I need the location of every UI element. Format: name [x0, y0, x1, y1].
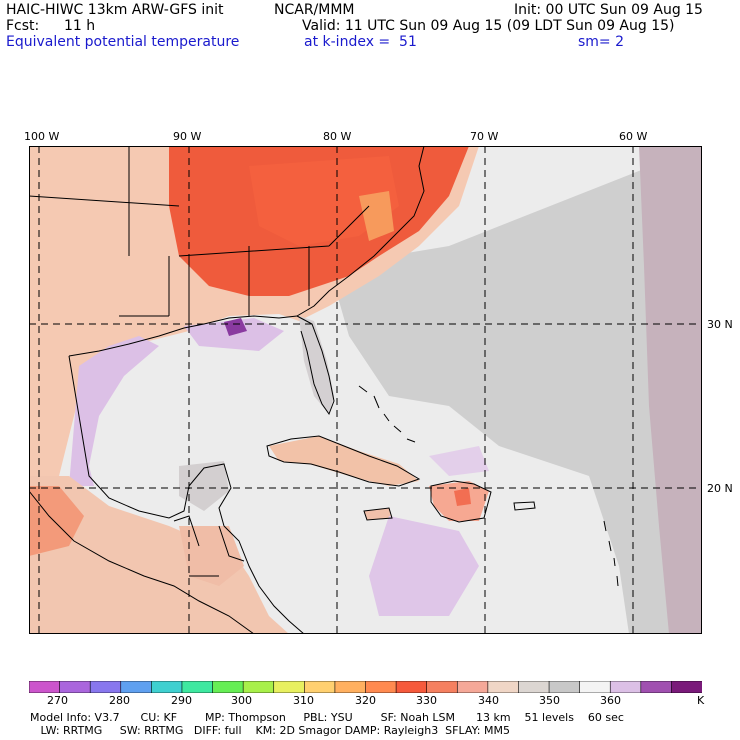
colorbar-swatch [365, 681, 397, 693]
model-info-line1: Model Info: V3.7 CU: KF MP: Thompson PBL… [30, 711, 624, 724]
colorbar-swatch [487, 681, 520, 693]
central-america-coast [223, 525, 305, 634]
colorbar-swatch [426, 681, 459, 693]
atlantic-grey-band [329, 146, 702, 634]
colorbar-swatch [671, 681, 702, 693]
lat-label-20n: 20 N [707, 482, 733, 495]
colorbar-tick-360: 360 [600, 694, 621, 707]
hispaniola-core [454, 488, 471, 506]
colorbar-swatch [120, 681, 153, 693]
theta-e-map [29, 146, 702, 634]
colorbar-swatch [334, 681, 367, 693]
cuba-coast [266, 435, 421, 487]
colorbar-swatch [181, 681, 214, 693]
us-gulf-coast [68, 315, 298, 357]
colorbar-tick-310: 310 [293, 694, 314, 707]
forecast-hour: 11 h [64, 18, 96, 34]
colorbar-swatch [518, 681, 550, 693]
field-name: Equivalent potential temperature [6, 34, 240, 50]
lesser-antilles [603, 520, 619, 587]
caribbean-lavender [369, 516, 479, 616]
us-east-coast [296, 146, 425, 317]
lon-label-90w: 90 W [173, 130, 202, 143]
bahamas-islands [358, 385, 416, 443]
colorbar-tick-320: 320 [355, 694, 376, 707]
colorbar-swatch [548, 681, 581, 693]
colorbar-swatch [29, 681, 61, 693]
lon-label-70w: 70 W [470, 130, 499, 143]
mexico-hot [29, 486, 84, 556]
gulf-purple-spot [224, 318, 247, 336]
map-frame [29, 146, 702, 634]
colorbar-swatch [304, 681, 336, 693]
model-info-line2: LW: RRTMG SW: RRTMG DIFF: full KM: 2D Sm… [30, 724, 510, 737]
colorbar-swatch [273, 681, 306, 693]
colorbar-unit: K [697, 694, 705, 707]
florida-coast [296, 315, 335, 416]
colorbar-swatch [151, 681, 183, 693]
lat-label-30n: 30 N [707, 318, 733, 331]
forecast-label: Fcst: [6, 18, 40, 34]
jamaica-coast [363, 507, 393, 521]
lon-label-100w: 100 W [24, 130, 60, 143]
valid-time: Valid: 11 UTC Sun 09 Aug 15 (09 LDT Sun … [302, 18, 675, 34]
colorbar-swatch [242, 681, 275, 693]
yucatan-land [179, 461, 229, 511]
florida-land [299, 316, 334, 414]
central-america-warm [179, 526, 244, 586]
lon-label-80w: 80 W [323, 130, 352, 143]
pacific-coast [29, 490, 255, 634]
hispaniola-coast [430, 480, 492, 523]
jamaica-land [364, 508, 391, 520]
colorbar-tick-300: 300 [231, 694, 252, 707]
colorbar-tick-290: 290 [171, 694, 192, 707]
mexico-land [29, 476, 289, 634]
org-label: NCAR/MMM [274, 2, 355, 18]
colorbar-swatch [609, 681, 642, 693]
colorbar-swatch [456, 681, 489, 693]
colorbar-swatch [395, 681, 428, 693]
init-time: Init: 00 UTC Sun 09 Aug 15 [514, 2, 703, 18]
colorbar-swatch [59, 681, 91, 693]
lon-label-60w: 60 W [619, 130, 648, 143]
colorbar [29, 681, 702, 693]
east-mauve-band [639, 146, 702, 634]
level-label: at k-index = 51 [304, 34, 417, 50]
gulf-lavender [69, 336, 159, 486]
hot-core [249, 156, 399, 246]
colorbar-tick-270: 270 [47, 694, 68, 707]
bahamas-lavender [429, 446, 489, 476]
model-title: HAIC-HIWC 13km ARW-GFS init [6, 2, 224, 18]
colorbar-swatch [212, 681, 244, 693]
colorbar-tick-330: 330 [416, 694, 437, 707]
colorbar-tick-280: 280 [109, 694, 130, 707]
colorbar-tick-340: 340 [478, 694, 499, 707]
carolinas-orange [359, 191, 394, 241]
smoothing-label: sm= 2 [578, 34, 625, 50]
mexico-coast [68, 355, 232, 527]
colorbar-swatch [579, 681, 612, 693]
colorbar-swatch [640, 681, 673, 693]
colorbar-swatch [89, 681, 122, 693]
colorbar-tick-350: 350 [539, 694, 560, 707]
country-borders [173, 515, 245, 577]
puerto-rico-coast [513, 501, 536, 511]
cuba-land [269, 436, 419, 486]
